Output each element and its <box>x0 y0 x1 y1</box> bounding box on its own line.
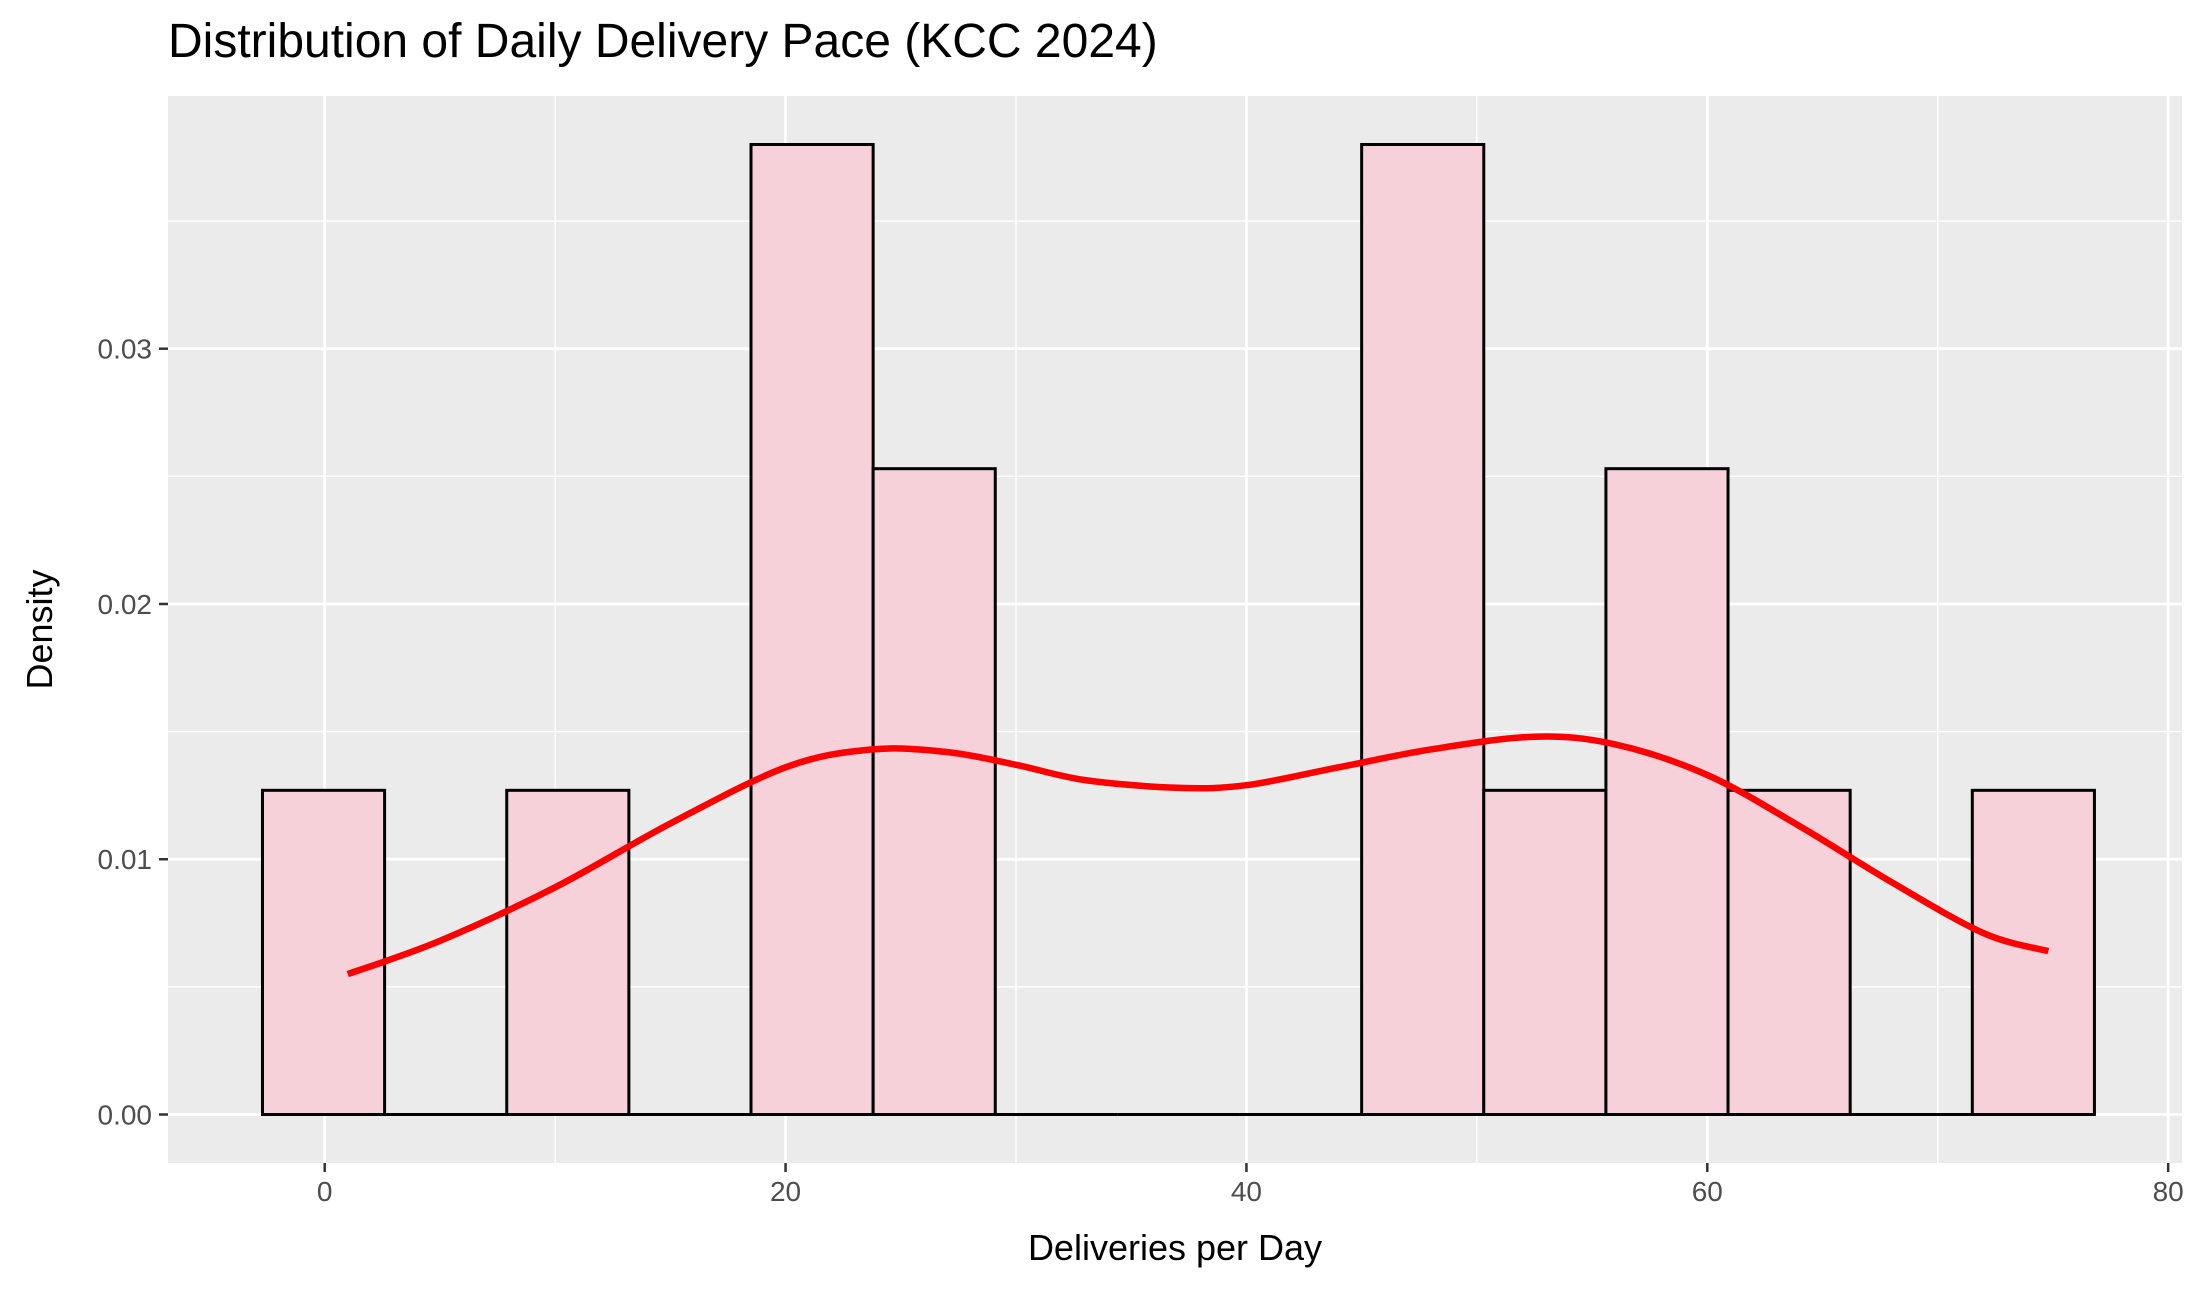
plot-panel <box>168 96 2182 1163</box>
x-tick-label: 40 <box>1231 1176 1262 1207</box>
histogram-bar <box>1482 788 1608 1116</box>
histogram-bar <box>749 143 875 1116</box>
histogram-bar <box>1604 467 1730 1116</box>
y-axis-title: Density <box>19 569 60 689</box>
y-tick-label: 0.00 <box>98 1100 153 1131</box>
chart-title: Distribution of Daily Delivery Pace (KCC… <box>168 15 1158 68</box>
histogram-bar <box>1360 143 1486 1116</box>
density-curve <box>346 733 2050 978</box>
y-tick-label: 0.01 <box>98 844 153 875</box>
y-tick-label: 0.02 <box>98 589 153 620</box>
histogram-bar <box>1970 788 2096 1116</box>
x-tick-label: 0 <box>317 1176 333 1207</box>
x-tick-label: 60 <box>1692 1176 1723 1207</box>
x-tick-label: 20 <box>770 1176 801 1207</box>
x-tick-label: 80 <box>2153 1176 2184 1207</box>
histogram-bar <box>505 788 631 1116</box>
histogram-bar <box>871 467 997 1116</box>
histogram-bar <box>260 788 387 1116</box>
y-tick-label: 0.03 <box>98 334 153 365</box>
histogram-bar <box>1726 788 1852 1116</box>
x-axis-title: Deliveries per Day <box>1028 1227 1322 1268</box>
